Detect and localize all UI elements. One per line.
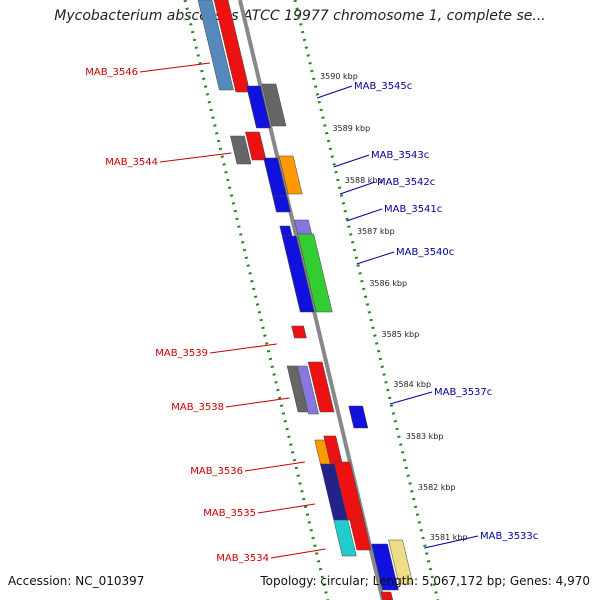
gene-block-mab-3533c-b	[388, 539, 414, 585]
left-label-leader	[139, 62, 210, 73]
right-gene-label: MAB_3533c	[480, 531, 538, 542]
left-label-leader	[225, 397, 290, 408]
gene-block-mab-3545c-a	[246, 85, 271, 129]
gene-block-mab-3538-b	[296, 365, 319, 415]
kbp-label: 3589 kbp	[332, 124, 370, 133]
right-gene-label: MAB_3543c	[371, 150, 429, 161]
left-gene-label: MAB_3535	[203, 508, 256, 519]
gene-block-small-b	[294, 219, 313, 235]
kbp-label: 3590 kbp	[320, 72, 358, 81]
left-gene-label: MAB_3546	[85, 67, 138, 78]
gene-block-mab-3538-c	[307, 361, 335, 413]
gene-block-mab-3546-a	[197, 0, 234, 91]
right-label-leader	[356, 251, 395, 265]
right-gene-label: MAB_3541c	[384, 204, 442, 215]
kbp-label: 3581 kbp	[430, 533, 468, 542]
genome-stats: Topology: circular; Length: 5,067,172 bp…	[260, 574, 590, 588]
right-label-leader	[424, 535, 479, 549]
left-label-leader	[270, 548, 326, 559]
gene-block-small-a	[279, 225, 293, 237]
left-label-leader	[244, 461, 305, 472]
right-label-leader	[317, 85, 353, 99]
gene-block-mab-3542c	[278, 155, 303, 195]
left-tick-rail	[183, 0, 330, 600]
left-gene-label: MAB_3538	[171, 402, 224, 413]
gene-block-mab-3540c-a	[281, 235, 315, 313]
right-gene-label: MAB_3540c	[396, 247, 454, 258]
left-label-leader	[257, 503, 315, 514]
kbp-label: 3588 kbp	[345, 176, 383, 185]
right-tick-rail	[293, 0, 440, 600]
gene-block-edge	[380, 591, 394, 600]
kbp-label: 3587 kbp	[357, 227, 395, 236]
kbp-label: 3585 kbp	[381, 330, 419, 339]
kbp-label: 3584 kbp	[393, 380, 431, 389]
gene-block-mab-3534-b	[348, 517, 372, 551]
left-gene-label: MAB_3536	[190, 466, 243, 477]
left-gene-label: MAB_3539	[155, 348, 208, 359]
gene-block-mab-3539	[291, 325, 307, 339]
gene-block-mab-3540c-b	[297, 233, 333, 313]
right-label-leader	[333, 154, 370, 168]
labels-layer: 3590 kbp 3589 kbp 3588 kbp 3587 kbp 3586 kbp…	[85, 62, 538, 564]
right-gene-label: MAB_3537c	[434, 387, 492, 398]
accession-info: Accession: NC_010397	[8, 574, 145, 588]
gene-block-mab-3541c	[272, 195, 291, 213]
kbp-label: 3586 kbp	[369, 279, 407, 288]
gene-block-mab-3545c-b	[261, 83, 287, 127]
gene-block-mab-3537c	[348, 405, 369, 429]
gene-block-mab-3533c-a	[371, 543, 399, 591]
right-label-leader	[389, 391, 433, 405]
kbp-label: 3583 kbp	[406, 432, 444, 441]
left-gene-label: MAB_3544	[105, 157, 158, 168]
right-gene-label: MAB_3545c	[354, 81, 412, 92]
left-gene-label: MAB_3534	[216, 553, 269, 564]
genes-layer	[197, 0, 414, 600]
right-gene-label: MAB_3542c	[377, 177, 435, 188]
gene-block-mab-3544-a	[230, 135, 252, 165]
right-label-leader	[339, 181, 376, 195]
right-label-leader	[346, 208, 383, 222]
kbp-label: 3582 kbp	[418, 483, 456, 492]
left-label-leader	[209, 343, 277, 354]
gene-block-mab-3534-a	[333, 519, 357, 557]
left-label-leader	[159, 152, 232, 163]
